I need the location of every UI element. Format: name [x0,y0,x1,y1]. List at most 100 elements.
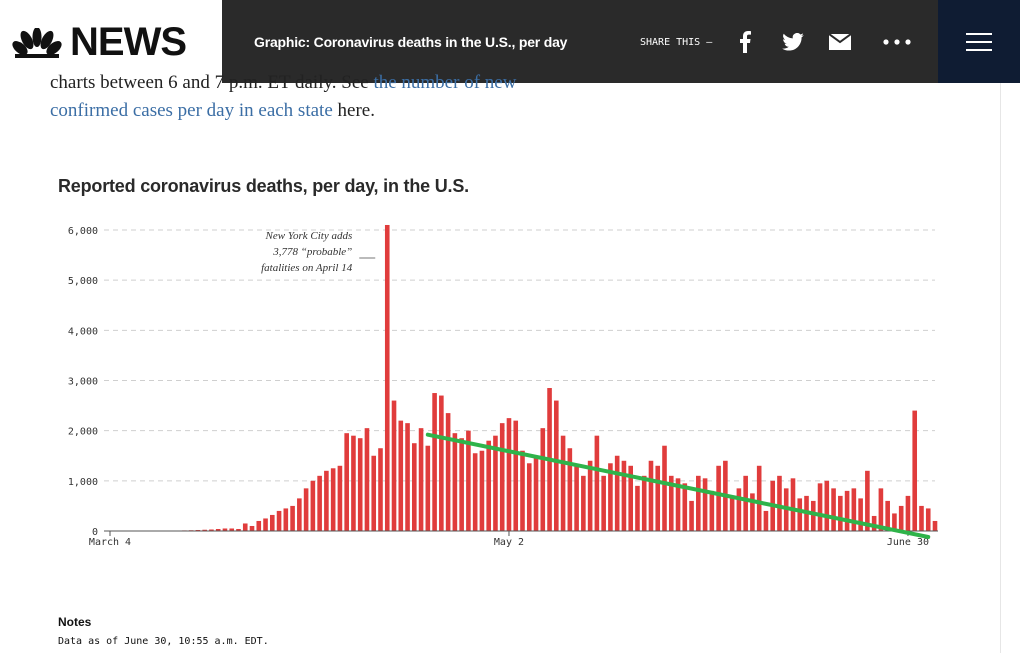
bar [297,498,302,531]
bar [337,465,343,531]
bar [696,475,701,531]
bar [831,488,836,531]
bar [391,400,397,531]
bar [276,510,282,531]
bar [351,435,356,531]
bar [236,528,241,531]
page-divider [1000,83,1001,653]
annotation-text: 3,778 “probable” [272,246,352,258]
email-icon[interactable] [828,28,852,56]
x-tick-label: June 30 [887,537,929,548]
bar [466,430,471,531]
bar [865,470,870,531]
bar [878,488,884,531]
notes-heading: Notes [58,615,92,629]
bar [324,470,329,531]
bar [905,495,911,531]
bar [439,395,444,531]
bar [790,478,796,531]
bar [398,420,404,531]
bar [283,508,289,531]
bar [925,508,931,531]
bar [215,528,221,531]
bar [560,435,566,531]
bar [932,520,938,531]
annotation-text: fatalities on April 14 [261,262,353,274]
page-headline: Graphic: Coronavirus deaths in the U.S.,… [254,34,568,50]
bar [892,513,897,531]
menu-icon[interactable] [938,0,1020,83]
bar [303,488,309,531]
bar [405,423,410,531]
bar [425,445,431,531]
bar [269,514,275,531]
bar [378,448,383,531]
bar [526,463,532,531]
bar [371,455,377,531]
more-icon[interactable] [882,28,912,56]
bar [635,485,640,531]
bar [702,478,708,531]
bar [736,488,742,531]
deaths-per-day-chart: 0 1,000 2,000 3,000 4,000 5,000 6,000 March 4 Ma… [68,224,938,548]
notes-text: Data as of June 30, 10:55 a.m. EDT. [58,636,269,647]
bar [229,528,235,531]
bar [689,500,694,531]
bar [824,480,830,531]
bar [743,475,748,531]
bar [763,510,769,531]
bar [513,420,519,531]
y-tick-label: 1,000 [68,477,98,488]
annotation-text: New York City adds [265,230,353,242]
bar [594,435,600,531]
bar [601,475,606,531]
bar [614,455,620,531]
chart-title: Reported coronavirus deaths, per day, in… [58,176,469,196]
new-cases-link-continued[interactable]: confirmed cases per day in each state [50,100,333,121]
bar [662,445,667,531]
logo-text: NEWS [70,20,187,64]
bar [851,488,857,531]
bar [777,475,782,531]
bar [418,428,424,531]
bar [709,490,715,531]
bar [608,463,613,531]
bar [844,490,850,531]
bar [716,465,721,531]
bar [195,529,201,531]
bar [493,435,498,531]
bar [838,495,843,531]
bar [858,498,863,531]
bar [506,418,512,531]
bar [459,438,464,531]
article-paragraph-line-2: confirmed cases per day in each state he… [50,100,375,122]
facebook-icon[interactable] [736,28,754,56]
bar [445,413,451,531]
bar [540,428,546,531]
bar [675,478,681,531]
bar [810,500,816,531]
y-tick-label: 4,000 [68,326,98,337]
bar [729,495,735,531]
article-text-end: here. [332,100,375,121]
bar [384,224,390,531]
bar [310,480,316,531]
bar [412,443,417,531]
x-tick-label: March 4 [89,537,131,548]
bar [499,423,505,531]
y-tick-label: 0 [92,527,98,538]
twitter-icon[interactable] [780,28,806,56]
bar [432,393,437,531]
bar [364,428,370,531]
bar [648,460,654,531]
article-paragraph-line-1: charts between 6 and 7 p.m. ET daily. Se… [50,72,516,94]
new-cases-link[interactable]: the number of new [373,72,517,93]
y-tick-label: 5,000 [68,276,98,287]
nbc-news-logo[interactable]: NEWS [0,0,222,83]
bar [554,400,559,531]
bar [290,505,295,531]
bar [581,475,586,531]
bar [750,493,755,531]
bar [885,500,890,531]
bar [357,438,363,531]
